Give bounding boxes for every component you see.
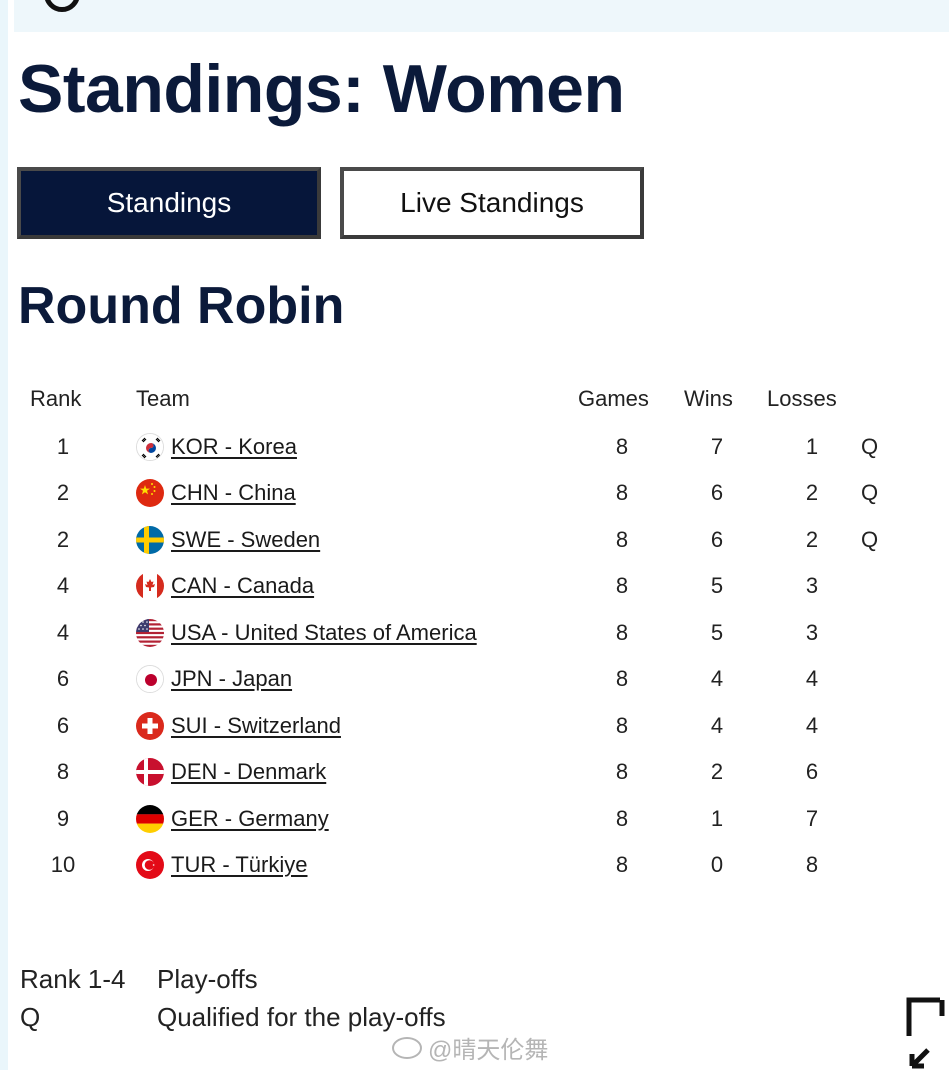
games-cell: 8 [615,573,629,598]
table-row: 10 TUR - Türkiye 8 0 8 [0,845,949,885]
rank-cell: 4 [56,573,70,598]
tab-standings-label: Standings [106,187,232,218]
losses-cell: 4 [805,713,819,738]
legend-description: Qualified for the play-offs [157,1002,446,1032]
losses-cell: 2 [805,527,819,552]
tab-standings[interactable]: Standings [17,167,321,239]
losses-cell: 6 [805,759,819,784]
table-row: 9 GER - Germany 8 1 7 [0,799,949,839]
rank-cell: 2 [56,527,70,552]
wins-cell: 5 [710,620,724,645]
team-link[interactable]: CHN - China [171,480,296,505]
header-games: Games [578,386,649,411]
header-rank: Rank [30,386,82,411]
losses-cell: 2 [805,480,819,505]
turkey-flag-icon [136,851,164,879]
table-row: 4 USA - United States of America 8 5 3 [0,613,949,653]
team-link[interactable]: GER - Germany [171,806,329,831]
team-link[interactable]: KOR - Korea [171,434,297,459]
table-row: 6 SUI - Switzerland 8 4 4 [0,706,949,746]
games-cell: 8 [615,806,629,831]
rank-cell: 6 [56,713,70,738]
switzerland-flag-icon [136,712,164,740]
games-cell: 8 [615,713,629,738]
table-row: 2 CHN - China 8 6 2 Q [0,473,949,513]
korea-flag-icon [136,433,164,461]
games-cell: 8 [615,666,629,691]
tab-live-standings-label: Live Standings [400,187,584,218]
losses-cell: 8 [805,852,819,877]
page-title: Standings: Women [18,51,625,127]
header-losses: Losses [767,386,837,411]
rank-cell: 1 [56,434,70,459]
team-link[interactable]: SWE - Sweden [171,527,321,552]
qualified-marker: Q [861,434,879,459]
legend-description: Play-offs [157,964,258,994]
wins-cell: 6 [710,527,724,552]
table-row: 6 JPN - Japan 8 4 4 [0,659,949,699]
weibo-icon [392,1036,422,1059]
losses-cell: 1 [805,434,819,459]
losses-cell: 3 [805,620,819,645]
qualified-marker: Q [861,527,879,552]
rank-cell: 4 [56,620,70,645]
games-cell: 8 [615,759,629,784]
qualified-marker: Q [861,480,879,505]
team-link[interactable]: USA - United States of America [171,620,477,645]
team-link[interactable]: DEN - Denmark [171,759,327,784]
wins-cell: 4 [710,713,724,738]
header-wins: Wins [684,386,733,411]
expand-icon[interactable] [906,996,946,1070]
games-cell: 8 [615,620,629,645]
denmark-flag-icon [136,758,164,786]
header-circle-icon[interactable] [44,0,80,12]
sweden-flag-icon [136,526,164,554]
watermark-text: @晴天伦舞 [428,1037,549,1064]
germany-flag-icon [136,805,164,833]
wins-cell: 5 [710,573,724,598]
wins-cell: 2 [710,759,724,784]
wins-cell: 6 [710,480,724,505]
watermark: @晴天伦舞 [392,1030,548,1065]
wins-cell: 0 [710,852,724,877]
losses-cell: 7 [805,806,819,831]
usa-flag-icon [136,619,164,647]
japan-flag-icon [136,665,164,693]
games-cell: 8 [615,434,629,459]
rank-cell: 10 [50,852,76,877]
wins-cell: 1 [710,806,724,831]
rank-cell: 8 [56,759,70,784]
wins-cell: 4 [710,666,724,691]
team-link[interactable]: CAN - Canada [171,573,315,598]
left-edge-strip [0,0,8,1070]
section-title: Round Robin [18,277,345,335]
canada-flag-icon [136,572,164,600]
games-cell: 8 [615,527,629,552]
header-team: Team [136,386,190,411]
legend-key: Q [20,1002,41,1032]
wins-cell: 7 [710,434,724,459]
top-header-strip [14,0,949,32]
team-link[interactable]: TUR - Türkiye [171,852,308,877]
rank-cell: 2 [56,480,70,505]
games-cell: 8 [615,480,629,505]
rank-cell: 6 [56,666,70,691]
tab-live-standings[interactable]: Live Standings [340,167,644,239]
team-link[interactable]: JPN - Japan [171,666,293,691]
table-row: 4 CAN - Canada 8 5 3 [0,566,949,606]
china-flag-icon [136,479,164,507]
losses-cell: 3 [805,573,819,598]
table-row: 2 SWE - Sweden 8 6 2 Q [0,520,949,560]
legend-key: Rank 1-4 [20,964,126,994]
team-link[interactable]: SUI - Switzerland [171,713,341,738]
games-cell: 8 [615,852,629,877]
losses-cell: 4 [805,666,819,691]
table-row: 8 DEN - Denmark 8 2 6 [0,752,949,792]
table-row: 1 KOR - Korea 8 7 1 Q [0,427,949,467]
rank-cell: 9 [56,806,70,831]
